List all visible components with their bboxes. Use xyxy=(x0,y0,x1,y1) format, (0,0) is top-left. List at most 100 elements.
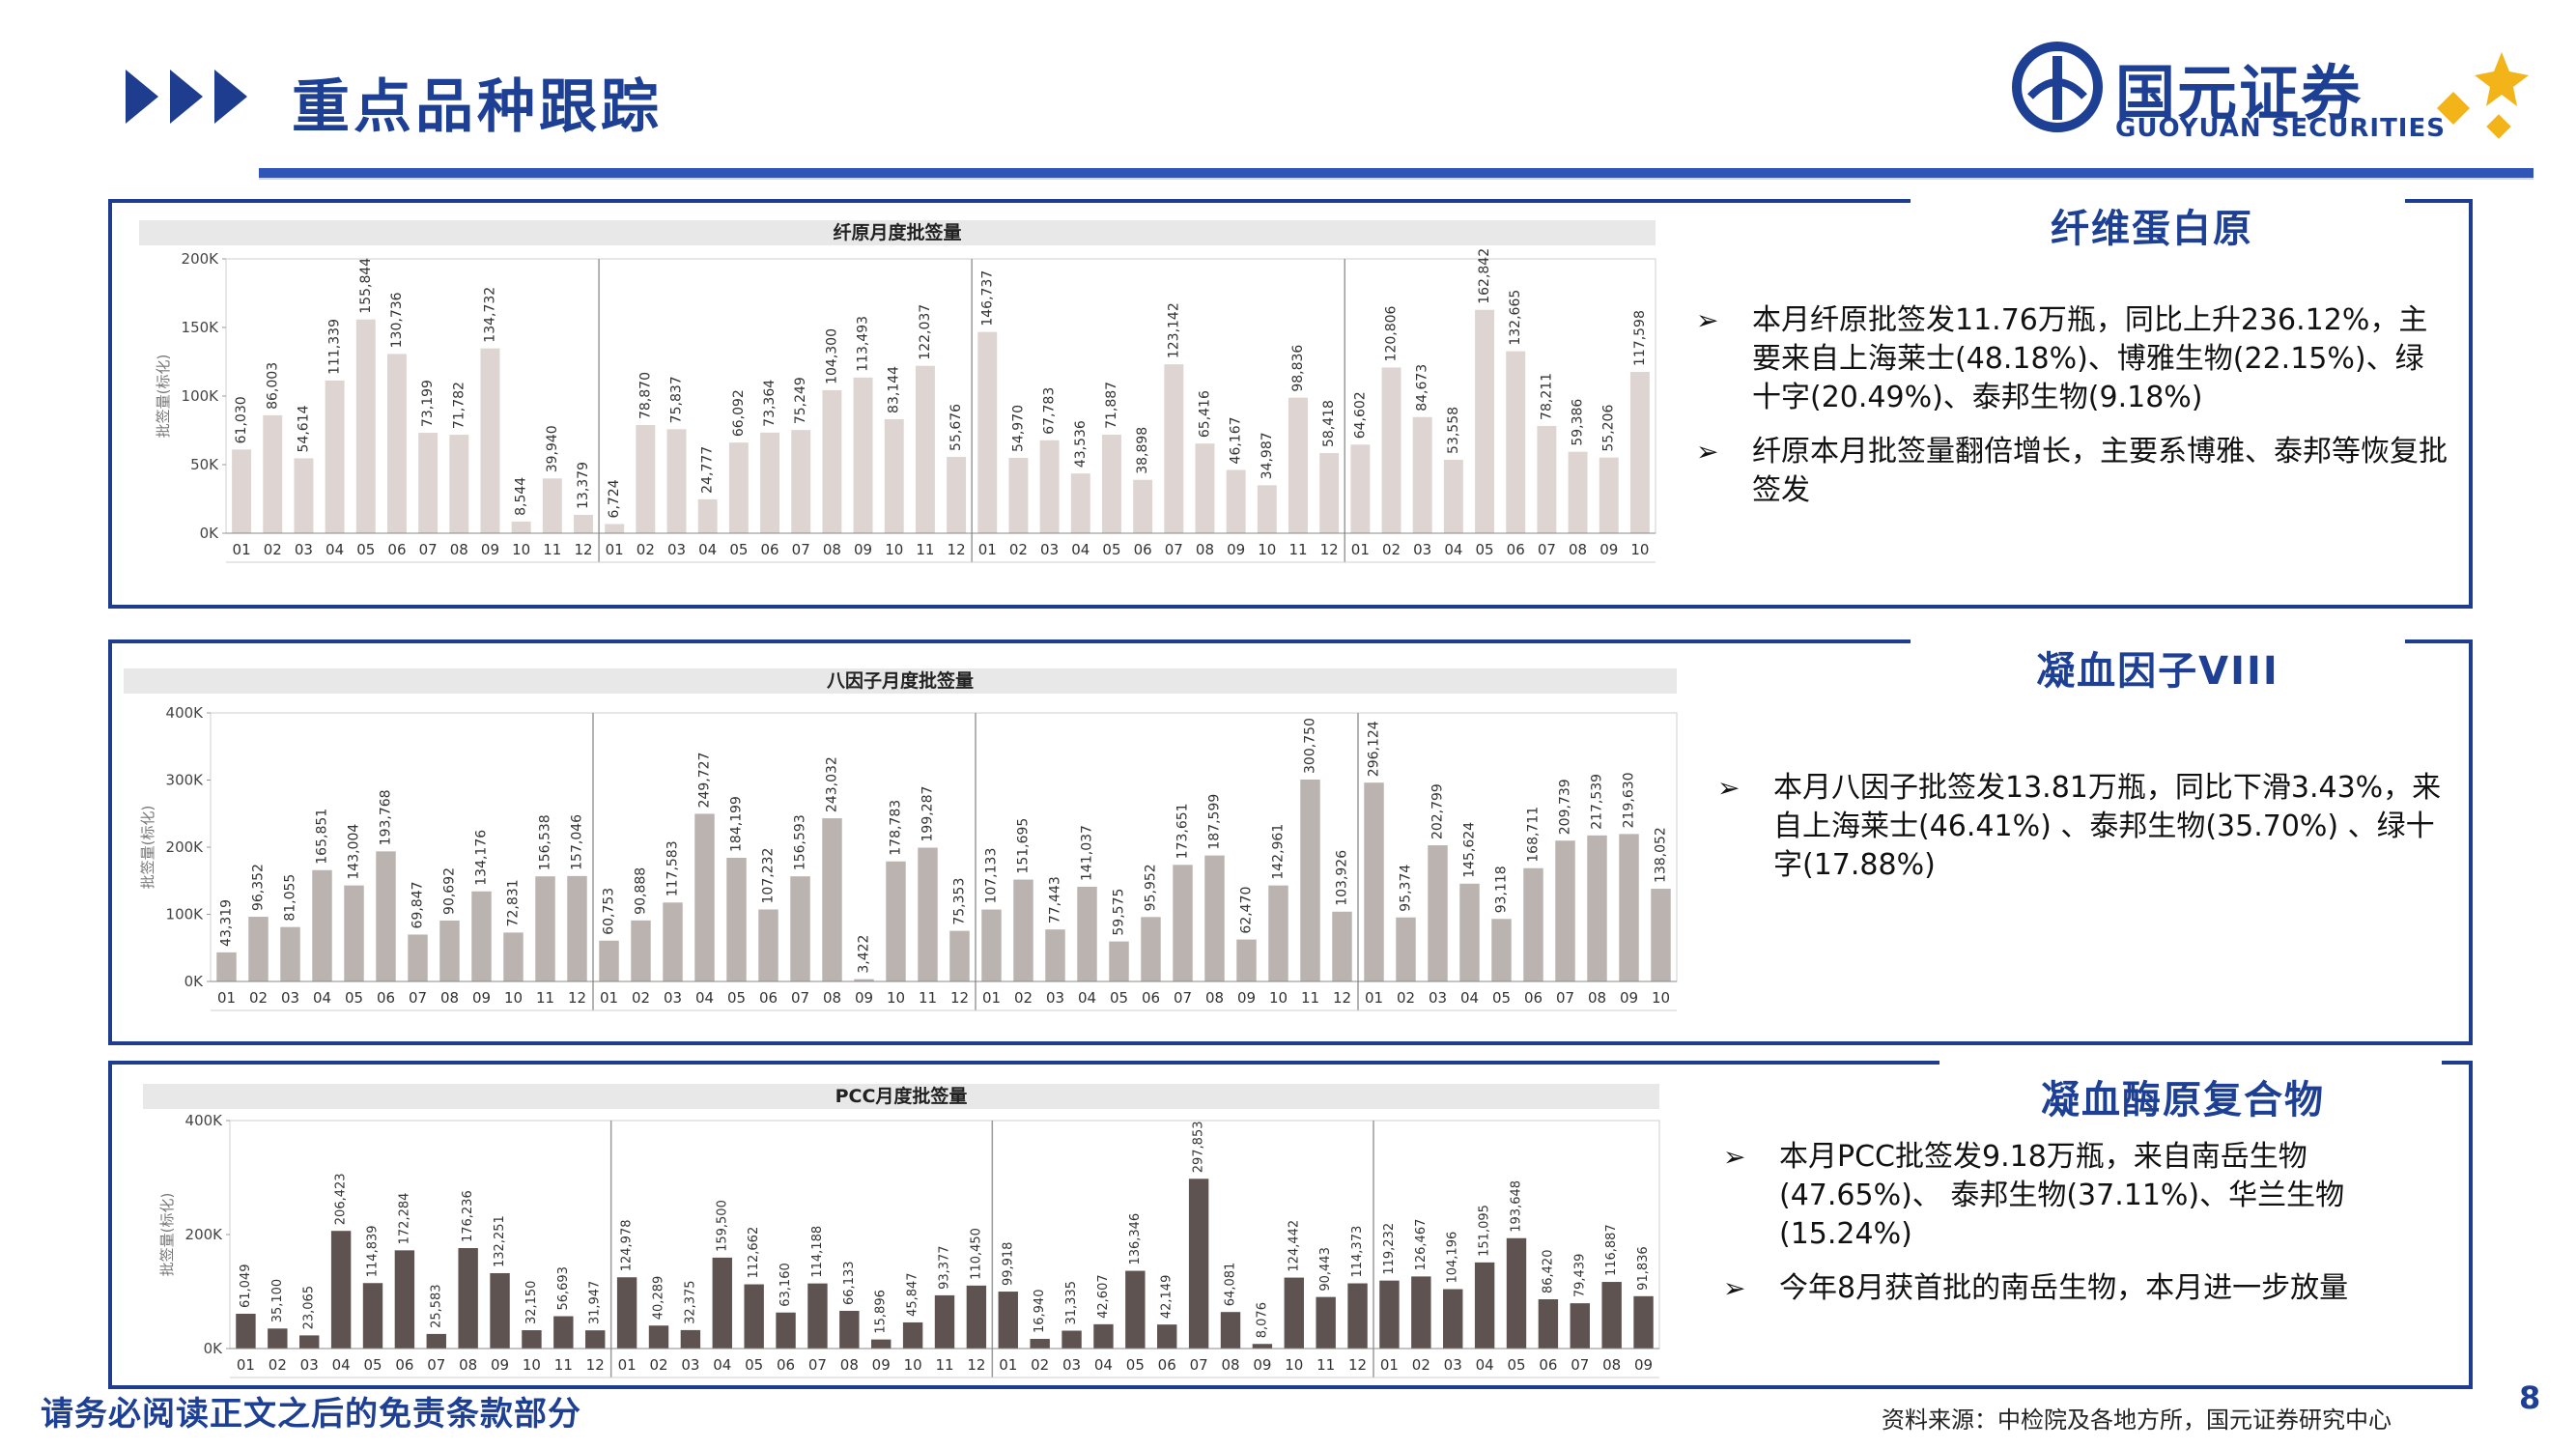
data-label: 45,847 xyxy=(906,1272,920,1317)
data-label: 56,693 xyxy=(556,1266,571,1311)
x-tick-label: 01 xyxy=(1351,541,1370,558)
data-label: 143,004 xyxy=(347,824,362,880)
x-tick-label: 03 xyxy=(1444,1356,1462,1374)
bar xyxy=(1443,1289,1463,1349)
bar xyxy=(599,940,619,981)
data-label: 8,544 xyxy=(514,477,529,516)
data-label: 75,249 xyxy=(793,377,808,424)
x-tick-label: 11 xyxy=(1301,989,1319,1007)
data-label: 39,940 xyxy=(545,425,560,472)
x-tick-label: 08 xyxy=(440,989,459,1007)
bullet-item: ➢ 纤原本月批签量翻倍增长，主要系博雅、泰邦等恢复批签发 xyxy=(1696,435,2448,507)
x-tick-label: 05 xyxy=(1126,1356,1145,1374)
data-label: 172,284 xyxy=(397,1193,411,1245)
data-label: 86,420 xyxy=(1541,1250,1555,1294)
x-tick-label: 02 xyxy=(1412,1356,1430,1374)
x-tick-label: 09 xyxy=(491,1356,509,1374)
data-label: 91,836 xyxy=(1636,1246,1651,1291)
plot-area xyxy=(210,712,1678,982)
x-tick-label: 06 xyxy=(1507,541,1525,558)
bar xyxy=(744,1284,764,1349)
data-label: 78,211 xyxy=(1539,373,1554,420)
data-label: 54,970 xyxy=(1010,405,1026,452)
data-label: 64,081 xyxy=(1224,1263,1238,1307)
data-label: 162,842 xyxy=(1477,248,1492,304)
bar xyxy=(1070,473,1090,533)
x-tick-label: 04 xyxy=(695,989,714,1007)
data-label: 61,030 xyxy=(234,396,249,443)
data-label: 117,598 xyxy=(1632,310,1648,366)
bar xyxy=(915,365,935,533)
bar xyxy=(471,891,492,981)
bar xyxy=(1093,1323,1114,1349)
data-label: 184,199 xyxy=(729,796,745,852)
data-label: 35,100 xyxy=(270,1279,285,1323)
x-tick-label: 07 xyxy=(1165,541,1183,558)
bar xyxy=(1164,364,1184,533)
bar xyxy=(1396,917,1416,981)
bar xyxy=(1651,889,1671,981)
bar xyxy=(1379,1280,1400,1349)
bar xyxy=(1141,917,1161,981)
bar xyxy=(1619,834,1639,981)
data-label: 155,844 xyxy=(358,258,374,314)
data-label: 219,630 xyxy=(1622,772,1637,828)
y-tick-label: 300K xyxy=(166,772,205,789)
header-rule-shadow xyxy=(259,178,2534,180)
x-tick-label: 01 xyxy=(1365,989,1383,1007)
bullet-item: ➢ 今年8月获首批的南岳生物，本月进一步放量 xyxy=(1715,1269,2449,1308)
x-tick-label: 05 xyxy=(1475,541,1493,558)
data-label: 24,777 xyxy=(700,446,716,494)
x-tick-label: 06 xyxy=(1142,989,1160,1007)
bar xyxy=(1257,485,1277,533)
y-tick-label: 200K xyxy=(166,838,205,856)
bar xyxy=(1506,1237,1527,1349)
chart-title-bar xyxy=(139,220,1656,245)
x-tick-label: 05 xyxy=(363,1356,382,1374)
bar xyxy=(480,348,500,533)
data-label: 178,783 xyxy=(889,800,904,856)
bar xyxy=(344,885,364,981)
data-label: 95,952 xyxy=(1144,864,1159,911)
data-label: 132,251 xyxy=(493,1215,507,1267)
bar xyxy=(1475,309,1495,533)
x-tick-label: 08 xyxy=(1602,1356,1621,1374)
data-label: 142,961 xyxy=(1271,824,1287,880)
data-label: 90,443 xyxy=(1318,1247,1333,1292)
data-label: 77,443 xyxy=(1048,876,1063,923)
data-label: 146,737 xyxy=(979,270,995,327)
x-tick-label: 04 xyxy=(1476,1356,1494,1374)
x-tick-label: 07 xyxy=(1556,989,1574,1007)
x-tick-label: 01 xyxy=(606,541,624,558)
x-tick-label: 01 xyxy=(618,1356,637,1374)
x-tick-label: 06 xyxy=(1539,1356,1557,1374)
data-label: 243,032 xyxy=(825,756,840,812)
x-tick-label: 07 xyxy=(1538,541,1556,558)
chart-title-bar xyxy=(124,668,1677,694)
bar xyxy=(1157,1324,1177,1349)
data-label: 141,037 xyxy=(1080,825,1095,881)
y-tick-label: 0K xyxy=(200,525,220,542)
x-tick-label: 11 xyxy=(1288,541,1307,558)
data-label: 58,418 xyxy=(1321,400,1337,447)
x-tick-label: 10 xyxy=(1258,541,1276,558)
bar xyxy=(312,869,332,981)
bar xyxy=(362,1283,383,1349)
page-title: 重点品种跟踪 xyxy=(292,73,663,141)
x-tick-label: 06 xyxy=(760,541,778,558)
bar xyxy=(822,389,842,533)
x-tick-label: 10 xyxy=(887,989,905,1007)
x-tick-label: 03 xyxy=(667,541,686,558)
x-tick-label: 04 xyxy=(1444,541,1462,558)
x-tick-label: 05 xyxy=(745,1356,763,1374)
x-tick-label: 05 xyxy=(1102,541,1120,558)
data-label: 59,575 xyxy=(1112,889,1127,936)
data-label: 122,037 xyxy=(918,304,933,360)
data-label: 117,583 xyxy=(665,840,681,896)
x-tick-label: 12 xyxy=(1333,989,1351,1007)
data-label: 38,898 xyxy=(1135,427,1150,474)
x-tick-label: 07 xyxy=(808,1356,827,1374)
bar xyxy=(574,515,593,533)
bar xyxy=(330,1231,352,1349)
bar xyxy=(1226,469,1246,533)
